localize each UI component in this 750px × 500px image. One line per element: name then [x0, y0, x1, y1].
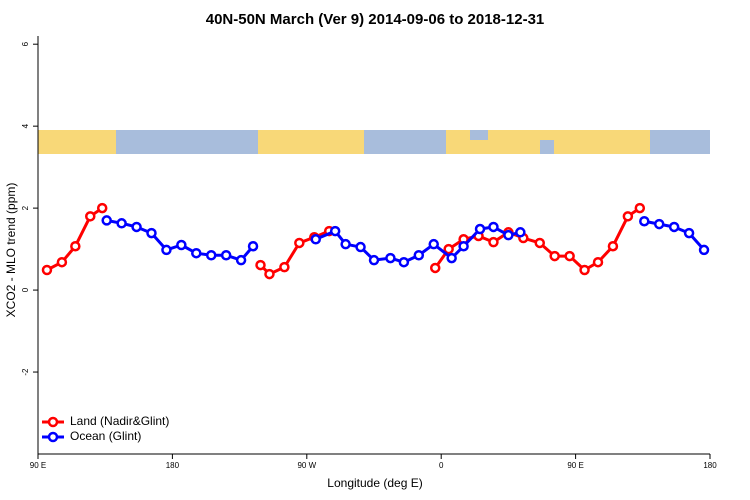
x-axis-label: Longitude (deg E): [327, 476, 422, 490]
point: [639, 215, 650, 227]
point: [413, 249, 425, 261]
point: [443, 243, 454, 255]
point: [131, 221, 142, 233]
point: [564, 250, 575, 262]
point: [101, 215, 112, 226]
point: [294, 237, 305, 249]
point: [488, 221, 499, 233]
point: [70, 240, 81, 252]
point: [429, 262, 441, 274]
point: [176, 239, 187, 251]
point: [85, 211, 96, 222]
point: [549, 250, 560, 262]
y-tick-label: 0: [21, 287, 30, 292]
point: [264, 268, 275, 280]
point: [191, 247, 202, 259]
y-tick-label: -2: [21, 368, 30, 376]
point: [698, 244, 710, 256]
point: [235, 254, 247, 266]
point: [161, 244, 172, 256]
point: [683, 227, 695, 239]
point: [220, 249, 232, 261]
legend-label: Land (Nadir&Glint): [70, 414, 169, 428]
point: [41, 264, 53, 276]
point: [503, 229, 514, 241]
point: [146, 227, 157, 239]
point: [579, 264, 590, 276]
point: [255, 259, 266, 271]
point: [446, 252, 457, 264]
point: [368, 254, 380, 266]
point: [515, 227, 526, 238]
point: [668, 221, 680, 233]
legend-marker: [47, 431, 59, 443]
map-strip: [38, 130, 710, 154]
point: [607, 240, 619, 252]
point: [634, 202, 646, 214]
point: [116, 218, 127, 229]
point: [56, 256, 68, 268]
point: [428, 238, 439, 250]
point: [310, 234, 322, 245]
point: [653, 218, 665, 230]
legend-label: Ocean (Glint): [70, 429, 141, 443]
point: [622, 211, 634, 222]
point: [385, 252, 396, 264]
point: [474, 223, 486, 235]
point: [398, 256, 410, 268]
chart-title: 40N-50N March (Ver 9) 2014-09-06 to 2018…: [206, 11, 545, 28]
x-tick-label: 180: [703, 461, 717, 470]
point: [488, 236, 499, 248]
x-tick-label: 90 E: [30, 461, 46, 470]
point: [355, 241, 366, 253]
point: [96, 202, 108, 214]
point: [458, 240, 469, 252]
y-tick-label: 2: [21, 205, 30, 210]
y-tick-label: 6: [21, 41, 30, 46]
x-tick-label: 90 E: [567, 461, 583, 470]
point: [592, 256, 604, 268]
x-tick-label: 90 W: [297, 461, 316, 470]
point: [279, 261, 290, 273]
point: [534, 237, 546, 249]
x-tick-label: 180: [166, 461, 180, 470]
point: [340, 238, 351, 250]
point: [205, 249, 217, 261]
y-axis-label: XCO2 - MLO trend (ppm): [4, 183, 18, 318]
point: [329, 225, 341, 237]
legend-marker: [47, 416, 59, 428]
point: [247, 240, 259, 252]
y-tick-label: 4: [21, 123, 30, 128]
x-tick-label: 0: [439, 461, 444, 470]
